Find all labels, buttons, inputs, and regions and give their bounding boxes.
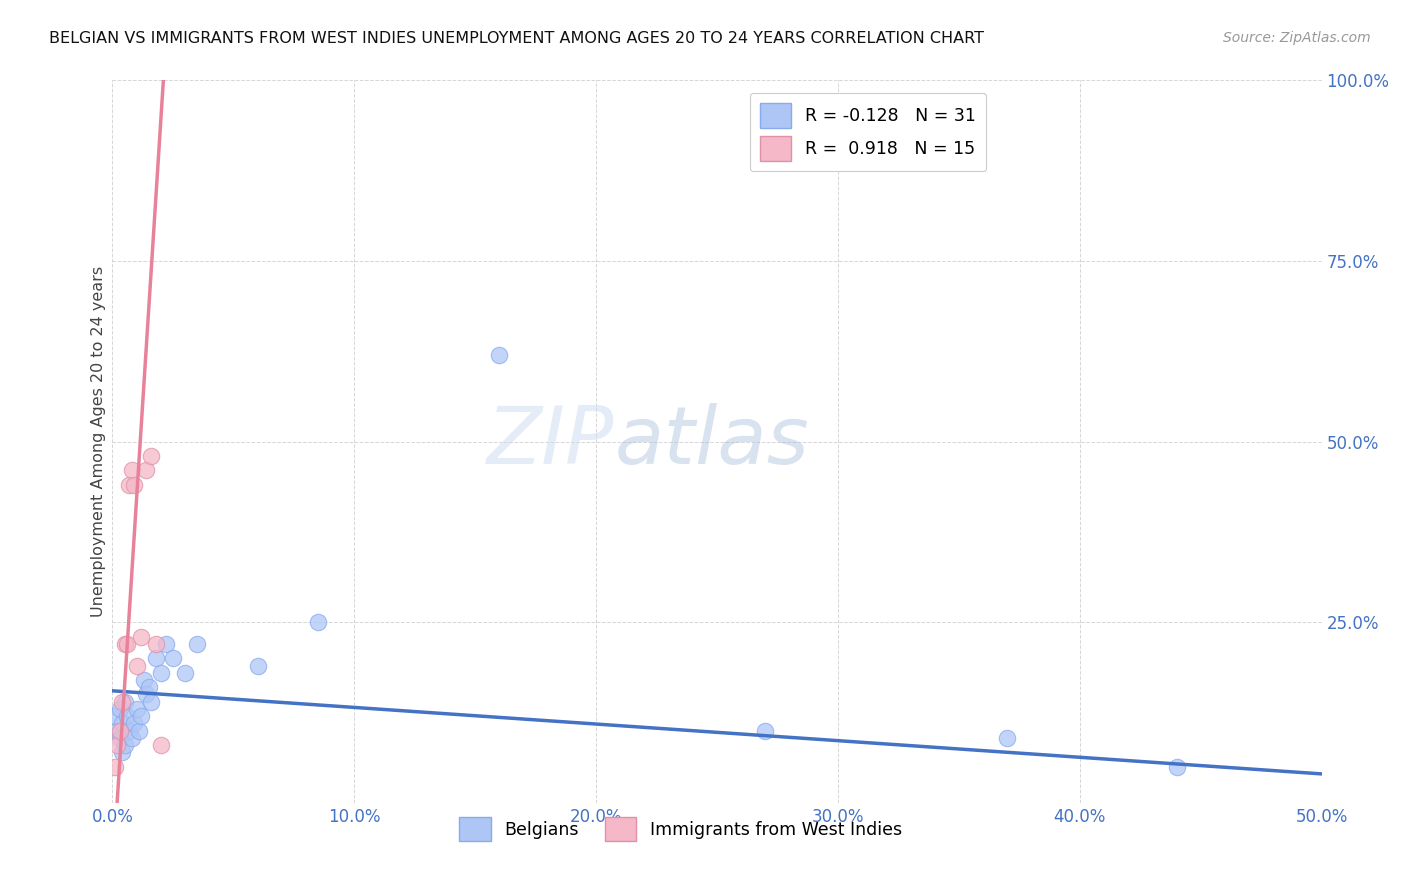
- Point: [138, 680, 160, 694]
- Legend: Belgians, Immigrants from West Indies: Belgians, Immigrants from West Indies: [453, 810, 910, 848]
- Point: [135, 687, 157, 701]
- Point: [108, 723, 131, 738]
- Point: [114, 738, 136, 752]
- Text: Source: ZipAtlas.com: Source: ZipAtlas.com: [1223, 31, 1371, 45]
- Point: [162, 651, 184, 665]
- Point: [111, 716, 134, 731]
- Point: [754, 723, 776, 738]
- Text: atlas: atlas: [614, 402, 808, 481]
- Point: [105, 738, 128, 752]
- Point: [995, 731, 1018, 745]
- Point: [111, 695, 134, 709]
- Y-axis label: Unemployment Among Ages 20 to 24 years: Unemployment Among Ages 20 to 24 years: [91, 266, 105, 617]
- Point: [145, 651, 167, 665]
- Point: [115, 709, 138, 723]
- Point: [145, 637, 167, 651]
- Point: [108, 731, 131, 745]
- Text: BELGIAN VS IMMIGRANTS FROM WEST INDIES UNEMPLOYMENT AMONG AGES 20 TO 24 YEARS CO: BELGIAN VS IMMIGRANTS FROM WEST INDIES U…: [49, 31, 984, 46]
- Point: [149, 665, 172, 680]
- Point: [114, 637, 136, 651]
- Text: ZIP: ZIP: [486, 402, 614, 481]
- Point: [125, 658, 148, 673]
- Point: [104, 760, 127, 774]
- Point: [125, 702, 148, 716]
- Point: [174, 665, 197, 680]
- Point: [132, 673, 155, 687]
- Point: [307, 615, 329, 630]
- Point: [122, 716, 145, 731]
- Point: [118, 723, 141, 738]
- Point: [128, 723, 150, 738]
- Point: [121, 463, 143, 477]
- Point: [131, 709, 153, 723]
- Point: [114, 695, 136, 709]
- Point: [155, 637, 177, 651]
- Point: [131, 630, 153, 644]
- Point: [111, 745, 134, 759]
- Point: [246, 658, 269, 673]
- Point: [122, 478, 145, 492]
- Point: [141, 695, 163, 709]
- Point: [118, 478, 141, 492]
- Point: [104, 709, 127, 723]
- Point: [108, 702, 131, 716]
- Point: [105, 723, 128, 738]
- Point: [135, 463, 157, 477]
- Point: [141, 449, 163, 463]
- Point: [488, 348, 510, 362]
- Point: [115, 637, 138, 651]
- Point: [121, 731, 143, 745]
- Point: [1166, 760, 1188, 774]
- Point: [186, 637, 208, 651]
- Point: [149, 738, 172, 752]
